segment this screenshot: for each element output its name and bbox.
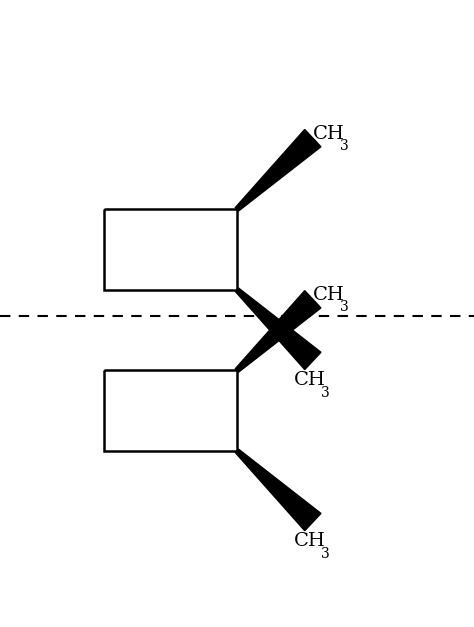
Polygon shape [236,449,321,530]
Polygon shape [236,288,321,369]
Text: CH: CH [294,371,326,389]
Polygon shape [236,291,321,372]
Text: CH: CH [313,125,345,143]
Text: 3: 3 [340,300,349,315]
Text: 3: 3 [321,547,330,561]
Text: CH: CH [313,286,345,304]
Polygon shape [236,129,321,211]
Text: 3: 3 [321,386,330,400]
Text: 3: 3 [340,139,349,153]
Text: CH: CH [294,532,326,551]
